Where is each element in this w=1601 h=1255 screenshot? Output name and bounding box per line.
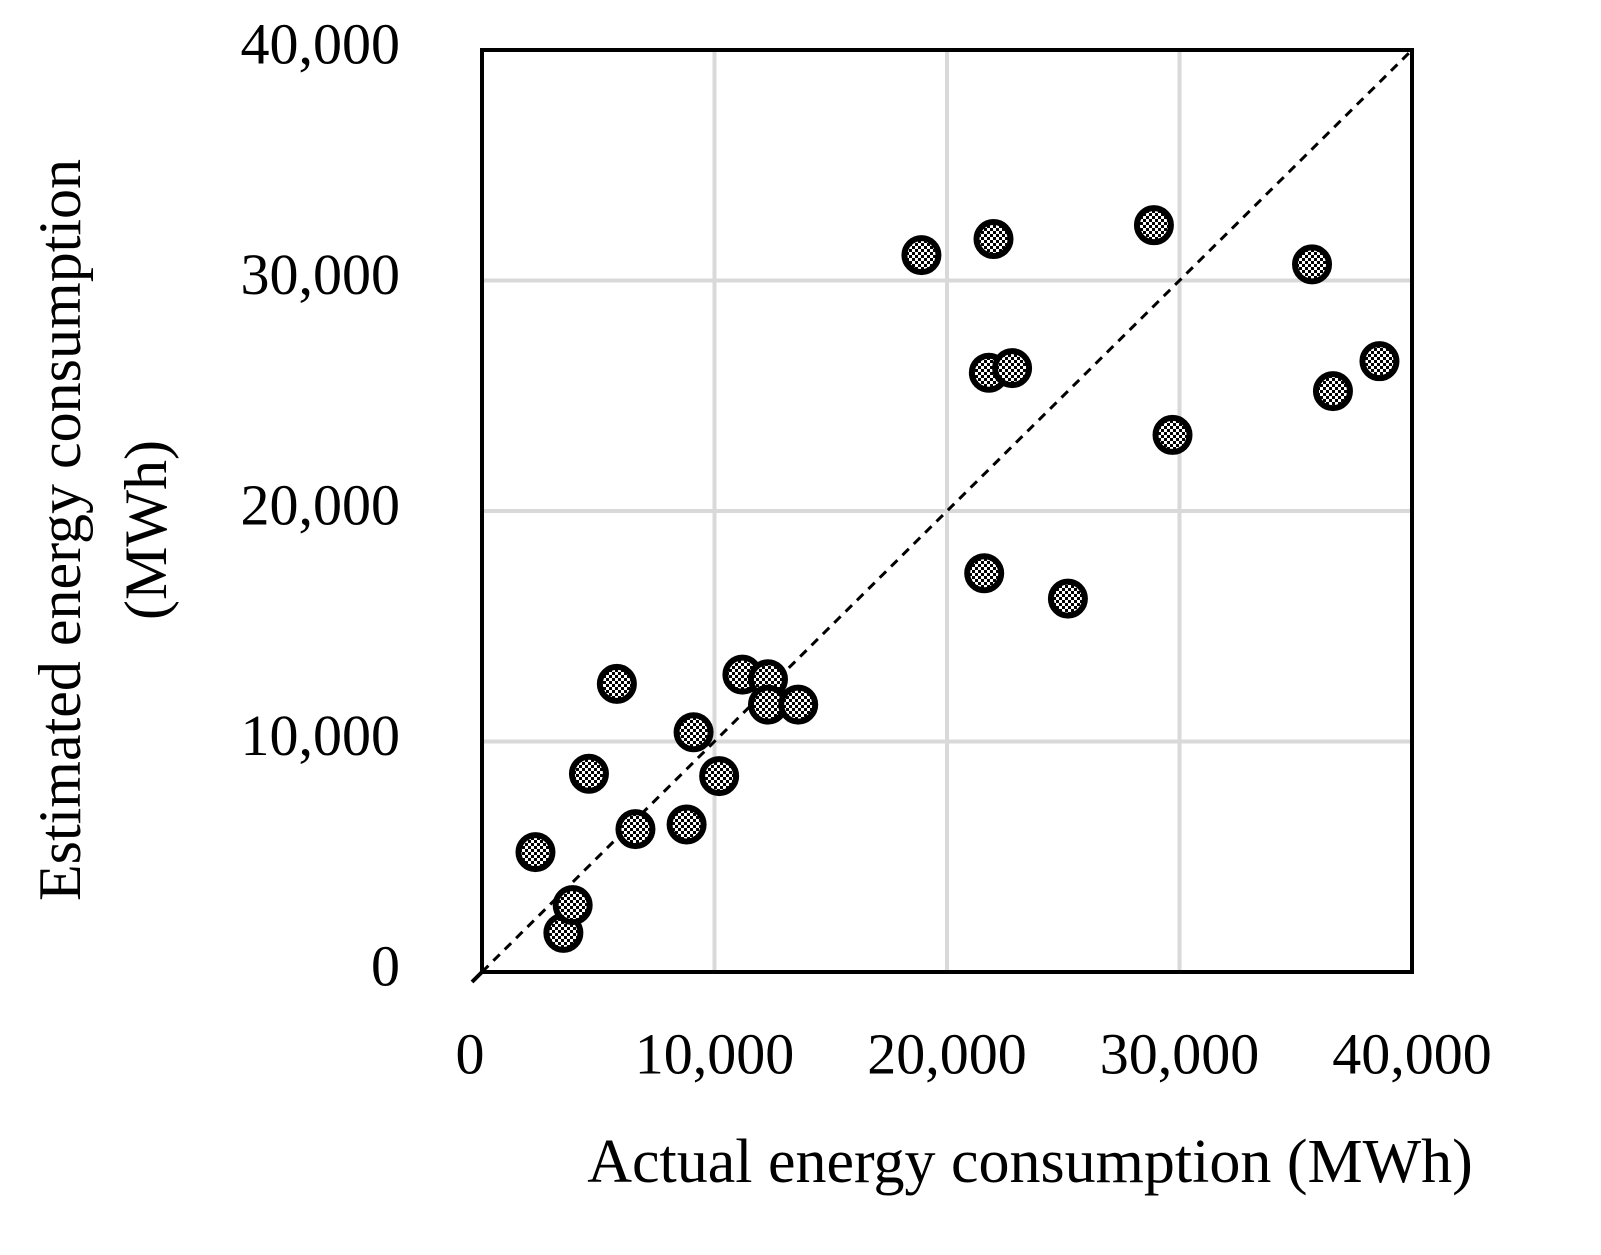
x-axis-title: Actual energy consumption (MWh) xyxy=(587,1128,1473,1196)
point xyxy=(778,684,819,725)
point xyxy=(1359,341,1400,382)
point xyxy=(1152,414,1193,455)
x-tick-label: 20,000 xyxy=(867,1021,1027,1086)
y-tick-label: 0 xyxy=(371,933,400,998)
x-tick-label: 0 xyxy=(456,1021,485,1086)
x-tick-label: 10,000 xyxy=(635,1021,795,1086)
point xyxy=(1133,205,1174,246)
point xyxy=(673,712,714,753)
axis-stub xyxy=(470,970,484,984)
point xyxy=(596,663,637,704)
point xyxy=(901,235,942,276)
point xyxy=(1312,371,1353,412)
point xyxy=(1047,578,1088,619)
x-tick-label: 40,000 xyxy=(1332,1021,1492,1086)
y-axis-title: Estimated energy consumption (MWh) xyxy=(27,158,179,902)
point xyxy=(515,832,556,873)
point xyxy=(666,804,707,845)
point xyxy=(992,348,1033,389)
point xyxy=(964,553,1005,594)
y-tick-label: 30,000 xyxy=(241,242,401,307)
point xyxy=(973,219,1014,260)
plot-border xyxy=(480,48,1414,974)
reference-line xyxy=(480,48,1414,974)
x-tick-label: 30,000 xyxy=(1100,1021,1260,1086)
point xyxy=(1292,244,1333,285)
y-tick-label: 40,000 xyxy=(241,11,401,76)
y-tick-label: 10,000 xyxy=(241,703,401,768)
point xyxy=(615,809,656,850)
point xyxy=(568,753,609,794)
point xyxy=(699,756,740,797)
y-tick-label: 20,000 xyxy=(241,472,401,537)
point xyxy=(552,885,593,926)
